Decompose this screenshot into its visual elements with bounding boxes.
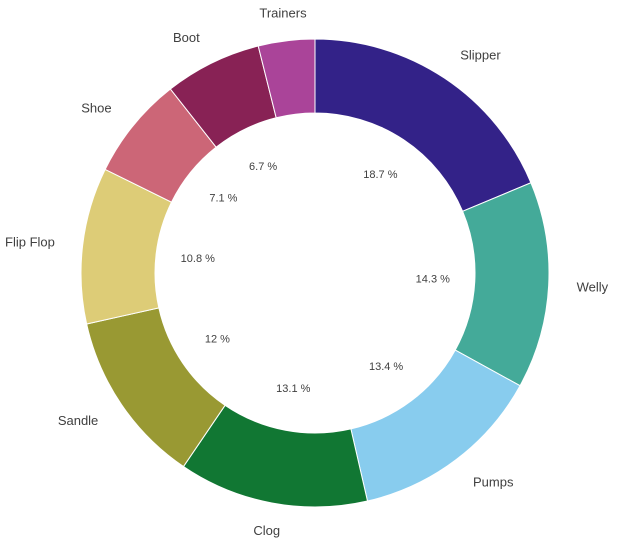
percent-label-welly: 14.3 % [416, 273, 450, 285]
category-labels-layer: Slipper Welly Pumps Clog Sandle Flip Flop Shoe… [5, 6, 609, 539]
slice-welly[interactable] [454, 182, 550, 387]
category-label-clog: Clog [253, 523, 280, 538]
slice-slipper[interactable] [314, 38, 532, 212]
percent-label-boot: 6.7 % [249, 161, 277, 173]
percent-labels-layer: 18.7 % 14.3 % 13.4 % 13.1 % 12 % 10.8 % 7.1 % 6… [181, 161, 450, 395]
category-label-slipper: Slipper [460, 47, 501, 62]
category-label-shoe: Shoe [81, 100, 111, 115]
category-label-sandle: Sandle [58, 413, 98, 428]
percent-label-slipper: 18.7 % [363, 169, 397, 181]
slices-layer [80, 38, 550, 508]
slice-trainers[interactable] [257, 38, 316, 119]
category-label-boot: Boot [173, 30, 200, 45]
category-label-flip-flop: Flip Flop [5, 234, 55, 249]
percent-label-flip-flop: 10.8 % [181, 253, 215, 265]
percent-label-pumps: 13.4 % [369, 361, 403, 373]
percent-label-sandle: 12 % [205, 333, 230, 345]
percent-label-clog: 13.1 % [276, 383, 310, 395]
category-label-welly: Welly [577, 280, 609, 295]
percent-label-shoe: 7.1 % [209, 193, 237, 205]
category-label-pumps: Pumps [473, 475, 514, 490]
category-label-trainers: Trainers [259, 6, 307, 21]
